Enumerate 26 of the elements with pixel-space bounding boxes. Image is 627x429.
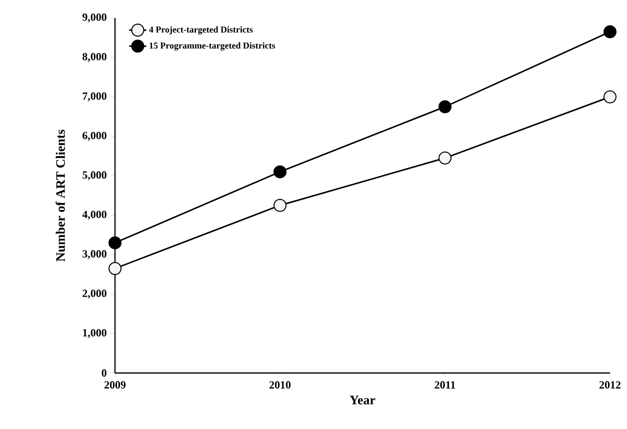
y-tick-label: 3,000 [82,250,106,260]
y-tick-label: 8,000 [82,52,106,62]
x-tick-label: 2009 [104,381,126,389]
y-tick-label: 1,000 [83,329,106,338]
x-tick-label: 2011 [434,381,456,389]
y-tick-label: 6,000 [82,132,106,141]
point [604,90,617,104]
legend-label: 15 Programme-targeted Districts [150,42,276,50]
y-tick-label: 2,000 [82,290,106,299]
point [438,100,452,114]
y-tick-label: 0 [102,369,106,377]
x-tick-label: 2010 [269,381,291,389]
y-tick-label: 9,000 [82,14,106,22]
point [108,236,122,250]
point [274,165,286,178]
x-tick-label: 2012 [599,381,620,389]
y-tick-label: 5,000 [82,171,106,180]
y-tick-label: 7,000 [82,92,106,102]
point [438,152,452,165]
y-axis-title: Number of ART Clients [56,130,65,262]
y-tick-label: 4,000 [82,210,106,220]
point [604,25,617,38]
x-axis-title: Year [350,396,376,404]
point [108,262,122,275]
legend-label: 4 Project-targeted Districts [149,26,253,34]
point [274,198,286,212]
